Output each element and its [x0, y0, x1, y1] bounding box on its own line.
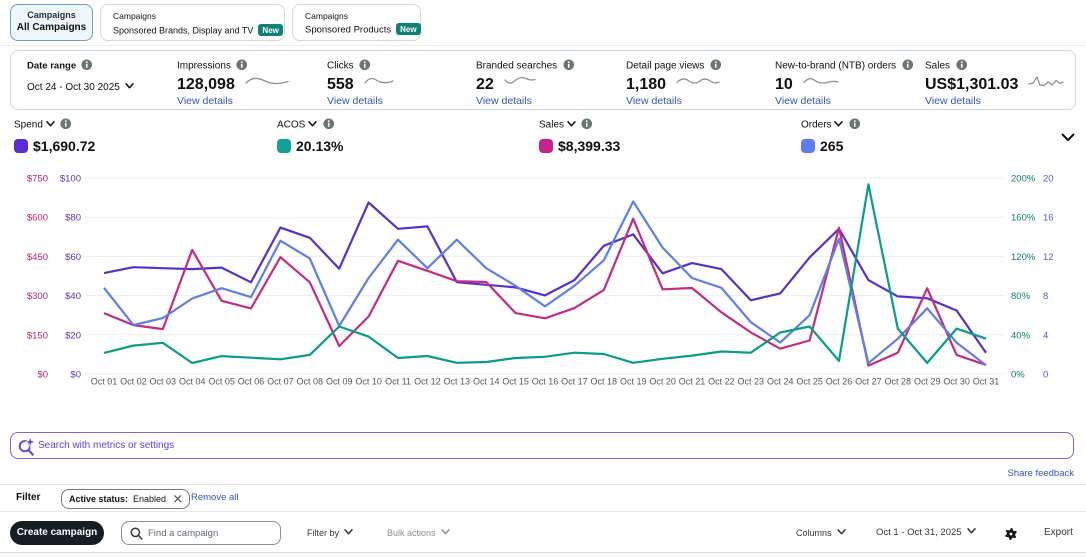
svg-text:Oct 02: Oct 02 — [120, 377, 147, 387]
svg-text:Oct 01: Oct 01 — [91, 377, 118, 387]
svg-text:160%: 160% — [1011, 213, 1036, 224]
svg-text:Oct 17: Oct 17 — [561, 377, 588, 387]
svg-text:Oct 21: Oct 21 — [679, 377, 706, 387]
svg-text:Oct 04: Oct 04 — [179, 377, 206, 387]
svg-text:12: 12 — [1043, 252, 1054, 263]
svg-text:Oct 24: Oct 24 — [767, 377, 794, 387]
svg-text:4: 4 — [1043, 330, 1048, 341]
svg-text:120%: 120% — [1011, 252, 1036, 263]
svg-text:0%: 0% — [1011, 370, 1025, 381]
svg-text:Oct 11: Oct 11 — [385, 377, 411, 387]
svg-text:16: 16 — [1043, 213, 1054, 224]
svg-text:Oct 16: Oct 16 — [532, 377, 559, 387]
svg-text:Oct 23: Oct 23 — [738, 377, 765, 387]
svg-text:Oct 25: Oct 25 — [796, 377, 823, 387]
svg-text:Oct 22: Oct 22 — [708, 377, 735, 387]
svg-text:Oct 15: Oct 15 — [502, 377, 529, 387]
svg-text:$750: $750 — [27, 174, 48, 185]
svg-text:$150: $150 — [27, 330, 48, 341]
svg-text:20: 20 — [1043, 174, 1054, 185]
svg-text:$20: $20 — [65, 330, 81, 341]
svg-text:$60: $60 — [65, 252, 81, 263]
svg-text:Oct 07: Oct 07 — [267, 377, 294, 387]
svg-text:200%: 200% — [1011, 174, 1036, 185]
svg-text:Oct 29: Oct 29 — [914, 377, 941, 387]
svg-text:$450: $450 — [27, 252, 48, 263]
svg-text:Oct 31: Oct 31 — [973, 377, 1000, 387]
svg-text:Oct 05: Oct 05 — [208, 377, 235, 387]
svg-text:$100: $100 — [60, 174, 81, 185]
svg-text:$80: $80 — [65, 213, 81, 224]
svg-text:$600: $600 — [27, 213, 48, 224]
svg-text:Oct 30: Oct 30 — [943, 377, 970, 387]
svg-text:Oct 19: Oct 19 — [620, 377, 647, 387]
svg-text:40%: 40% — [1011, 330, 1031, 341]
svg-text:$0: $0 — [70, 370, 81, 381]
svg-text:Oct 14: Oct 14 — [473, 377, 500, 387]
svg-text:Oct 27: Oct 27 — [855, 377, 882, 387]
svg-text:$40: $40 — [65, 291, 81, 302]
svg-text:Oct 08: Oct 08 — [297, 377, 324, 387]
svg-text:Oct 03: Oct 03 — [150, 377, 177, 387]
svg-text:80%: 80% — [1011, 291, 1031, 302]
svg-text:Oct 12: Oct 12 — [414, 377, 441, 387]
svg-text:Oct 10: Oct 10 — [355, 377, 382, 387]
svg-text:Oct 26: Oct 26 — [826, 377, 853, 387]
svg-text:Oct 28: Oct 28 — [885, 377, 912, 387]
svg-text:Oct 20: Oct 20 — [649, 377, 676, 387]
svg-text:Oct 13: Oct 13 — [444, 377, 471, 387]
svg-text:$300: $300 — [27, 291, 48, 302]
svg-text:0: 0 — [1043, 370, 1048, 381]
svg-text:Oct 09: Oct 09 — [326, 377, 353, 387]
svg-text:8: 8 — [1043, 291, 1048, 302]
svg-text:Oct 06: Oct 06 — [238, 377, 265, 387]
svg-text:Oct 18: Oct 18 — [591, 377, 618, 387]
svg-text:$0: $0 — [37, 370, 48, 381]
